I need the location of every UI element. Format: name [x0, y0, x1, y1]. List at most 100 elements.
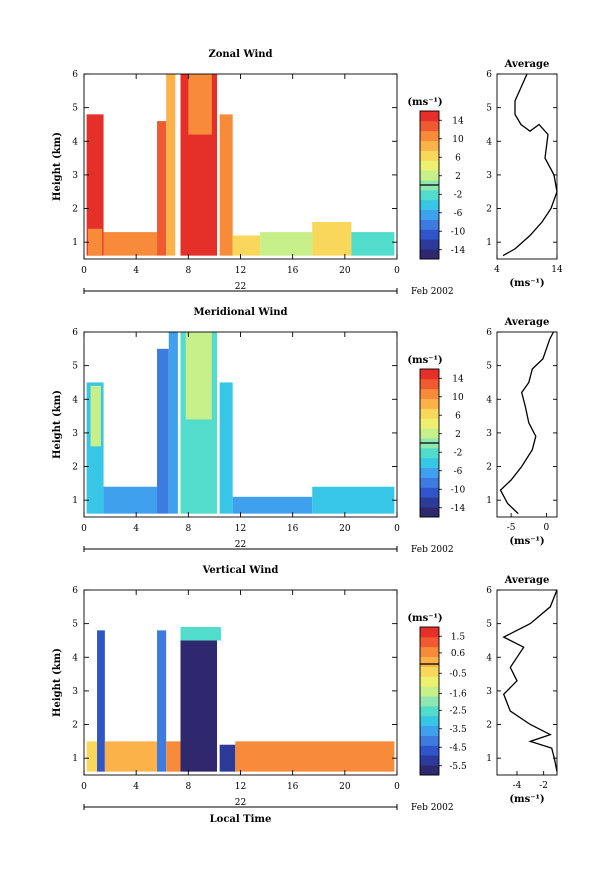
- y-tick-label: 4: [72, 395, 78, 405]
- y-tick-label: 6: [72, 328, 78, 338]
- colorbar-swatch: [420, 160, 439, 171]
- colorbar-swatch: [420, 219, 439, 230]
- x-tick-label: 0: [81, 266, 87, 276]
- avg-y-tick-label: 2: [486, 205, 492, 215]
- y-tick-label: 6: [72, 70, 78, 80]
- x-tick-label: 20: [339, 524, 351, 534]
- colorbar-swatch: [420, 447, 439, 459]
- colorbar-swatch: [420, 140, 439, 151]
- colorbar-swatch: [420, 130, 439, 141]
- y-axis-label: Height (km): [52, 648, 63, 717]
- heatmap-cell: [219, 114, 233, 256]
- x-tick-label: 0: [394, 266, 400, 276]
- colorbar-tick-label: -0.5: [449, 669, 467, 679]
- heatmap-cell: [219, 744, 236, 772]
- heatmap-cell: [157, 630, 167, 772]
- heatmap-cell: [260, 232, 313, 256]
- average-frame: [496, 331, 558, 518]
- avg-y-tick-label: 5: [486, 620, 492, 630]
- x-tick-label: 0: [81, 524, 87, 534]
- avg-y-tick-label: 4: [486, 653, 492, 663]
- colorbar-swatch: [420, 150, 439, 161]
- y-axis-label: Height (km): [52, 390, 63, 459]
- avg-x-unit: (ms⁻¹): [509, 536, 544, 547]
- x-tick-label: 16: [287, 782, 299, 792]
- colorbar-tick-label: 1.5: [451, 632, 466, 642]
- avg-y-tick-label: 3: [486, 687, 492, 697]
- colorbar-tick-label: 6: [455, 153, 461, 163]
- heatmap-cell: [97, 630, 105, 772]
- x-tick-label: 8: [185, 524, 191, 534]
- x-tick-label: 8: [185, 266, 191, 276]
- x-tick-label: 4: [133, 782, 139, 792]
- colorbar-swatch: [420, 735, 439, 746]
- y-tick-label: 2: [72, 721, 78, 731]
- heatmap-cell: [166, 74, 176, 256]
- colorbar-tick-label: -2.5: [449, 706, 467, 716]
- colorbar-tick-label: -1.6: [449, 690, 467, 700]
- colorbar-swatch: [420, 666, 439, 677]
- heatmap-cell: [103, 486, 158, 514]
- colorbar-swatch: [420, 170, 439, 181]
- colorbar-swatch: [420, 398, 439, 409]
- avg-y-tick-label: 1: [486, 496, 492, 506]
- average-profile-line: [499, 331, 555, 515]
- avg-y-tick-label: 6: [486, 328, 492, 338]
- panel-title: Meridional Wind: [193, 307, 287, 318]
- avg-y-tick-label: 4: [486, 137, 492, 147]
- colorbar-tick-label: -14: [451, 504, 466, 514]
- heatmap-cell: [232, 496, 313, 514]
- heatmap-cell: [312, 222, 352, 256]
- heatmap-cell: [86, 114, 104, 256]
- month-label: Feb 2002: [411, 803, 454, 813]
- colorbar-swatch: [420, 696, 439, 707]
- day-label: 22: [235, 282, 246, 292]
- colorbar-tick-label: 2: [455, 430, 461, 440]
- colorbar-swatch: [420, 725, 439, 736]
- average-title: Average: [504, 575, 550, 586]
- average-title: Average: [504, 317, 550, 328]
- colorbar-swatch: [420, 487, 439, 498]
- y-tick-label: 3: [72, 171, 78, 181]
- y-tick-label: 3: [72, 687, 78, 697]
- colorbar-swatch: [420, 646, 439, 657]
- y-tick-label: 1: [72, 238, 78, 248]
- y-tick-label: 1: [72, 754, 78, 764]
- y-tick-label: 4: [72, 653, 78, 663]
- colorbar-tick-label: -10: [451, 227, 466, 237]
- colorbar-tick-label: -2: [454, 448, 463, 458]
- colorbar-swatch: [420, 755, 439, 766]
- day-label: 22: [235, 798, 246, 808]
- colorbar-tick-label: -14: [451, 246, 466, 256]
- colorbar-tick-label: 6: [455, 411, 461, 421]
- x-tick-label: 20: [339, 782, 351, 792]
- heatmap-cell: [180, 627, 221, 641]
- y-tick-label: 5: [72, 104, 78, 114]
- colorbar-swatch: [420, 686, 439, 697]
- heatmap-cell: [104, 741, 158, 772]
- average-frame: [496, 589, 558, 776]
- y-tick-label: 3: [72, 429, 78, 439]
- panel-title: Zonal Wind: [208, 49, 272, 60]
- month-label: Feb 2002: [411, 545, 454, 555]
- colorbar-swatch: [420, 715, 439, 727]
- y-axis-label: Height (km): [52, 132, 63, 201]
- colorbar-tick-label: 10: [452, 393, 464, 403]
- x-tick-label: 4: [133, 524, 139, 534]
- colorbar-swatch: [420, 676, 439, 687]
- y-tick-label: 1: [72, 496, 78, 506]
- average-title: Average: [504, 59, 550, 70]
- colorbar-swatch: [420, 457, 439, 469]
- colorbar-swatch: [420, 249, 439, 260]
- x-tick-label: 12: [235, 524, 246, 534]
- x-tick-label: 12: [235, 266, 246, 276]
- heatmap-cell: [157, 348, 169, 514]
- average-profile-line: [502, 73, 558, 257]
- x-axis-label: Local Time: [210, 814, 272, 825]
- colorbar-swatch: [420, 497, 439, 508]
- y-tick-label: 4: [72, 137, 78, 147]
- heatmap-cell: [185, 332, 212, 420]
- avg-y-tick-label: 5: [486, 362, 492, 372]
- colorbar-tick-label: -3.5: [449, 725, 467, 735]
